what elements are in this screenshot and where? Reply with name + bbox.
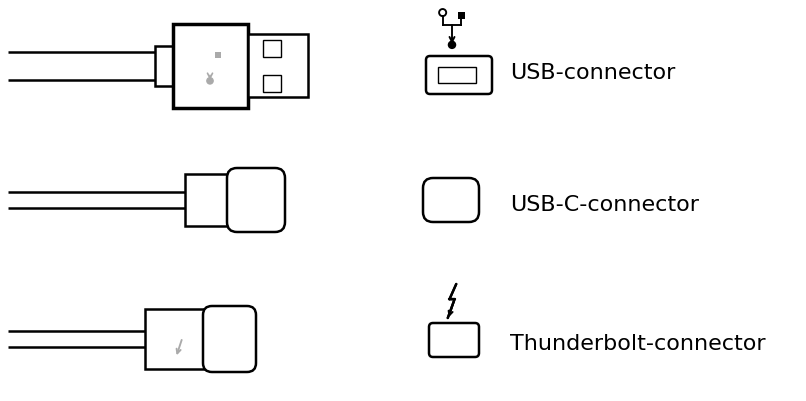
Text: USB-C-connector: USB-C-connector bbox=[510, 194, 699, 215]
Text: USB-connector: USB-connector bbox=[510, 63, 675, 83]
Text: Thunderbolt-connector: Thunderbolt-connector bbox=[510, 333, 766, 353]
Bar bbox=[263, 76, 281, 93]
FancyBboxPatch shape bbox=[227, 168, 285, 233]
FancyBboxPatch shape bbox=[426, 57, 492, 95]
Bar bbox=[173, 25, 248, 109]
Circle shape bbox=[448, 42, 455, 49]
Bar bbox=[248, 35, 308, 98]
FancyBboxPatch shape bbox=[423, 178, 479, 223]
Bar bbox=[185, 174, 240, 227]
Bar bbox=[155, 47, 173, 87]
Bar bbox=[215, 53, 222, 59]
Bar bbox=[458, 13, 465, 20]
Bar bbox=[438, 68, 476, 84]
Circle shape bbox=[207, 79, 213, 85]
Bar bbox=[145, 309, 215, 369]
FancyBboxPatch shape bbox=[429, 323, 479, 357]
FancyBboxPatch shape bbox=[203, 306, 256, 372]
Bar bbox=[263, 41, 281, 58]
